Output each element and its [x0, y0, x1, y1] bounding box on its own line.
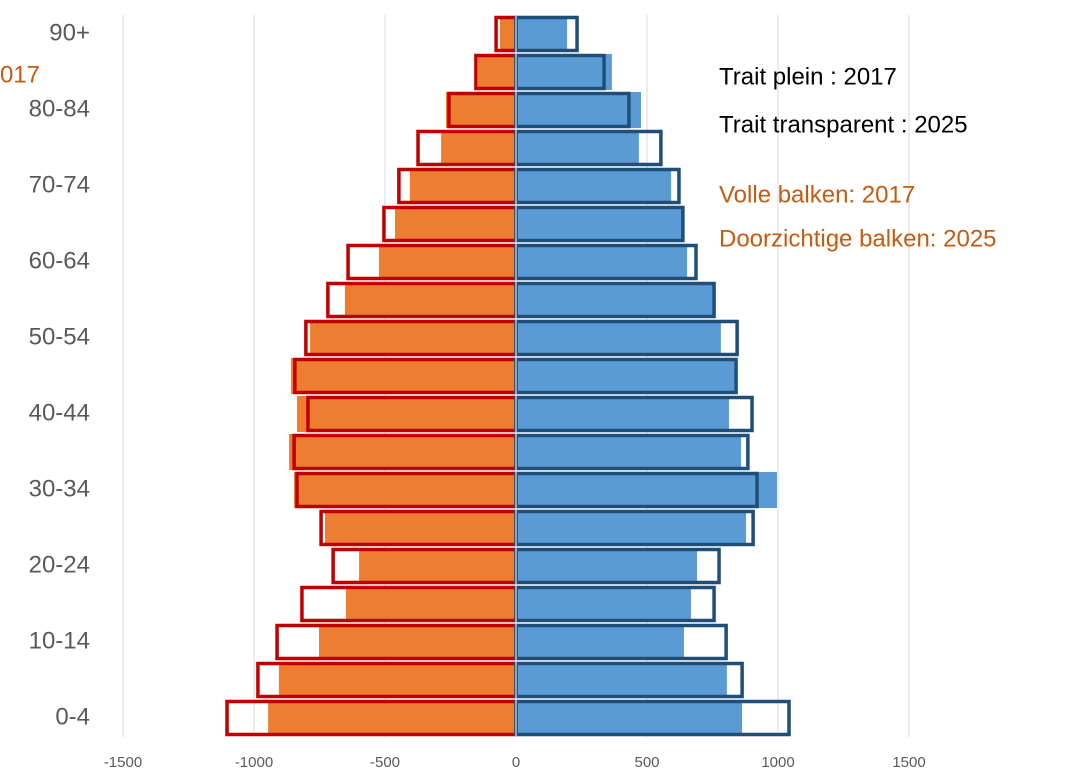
bar [516, 244, 688, 280]
bar [516, 510, 747, 546]
bar [310, 320, 516, 356]
x-tick-label: 1500 [892, 754, 925, 771]
annotation: 017 [0, 61, 40, 88]
y-tick-label: 0-4 [55, 703, 90, 730]
bar [516, 396, 730, 432]
bar [500, 16, 516, 52]
bar [516, 358, 736, 394]
bar [409, 168, 516, 204]
annotation: Doorzichtige balken: 2025 [719, 225, 997, 252]
bar [394, 206, 516, 242]
bar [516, 320, 721, 356]
y-tick-label: 50-54 [29, 323, 90, 350]
y-tick-label: 70-74 [29, 171, 90, 198]
bar [516, 548, 698, 584]
bar [516, 282, 714, 318]
y-tick-label: 30-34 [29, 475, 90, 502]
annotation: Volle balken: 2017 [719, 181, 915, 208]
bar [268, 700, 516, 736]
x-tick-label: -1000 [235, 754, 273, 771]
annotation: Trait plein : 2017 [719, 63, 897, 90]
bar [516, 92, 641, 128]
annotation: Trait transparent : 2025 [719, 111, 968, 138]
bar [516, 168, 672, 204]
x-tick-label: 500 [634, 754, 659, 771]
bar [516, 434, 742, 470]
bar [344, 282, 516, 318]
bar [516, 700, 743, 736]
x-tick-label: -1500 [104, 754, 142, 771]
bar [318, 624, 516, 660]
bar [516, 130, 639, 166]
bar [516, 206, 683, 242]
bar [296, 396, 516, 432]
x-tick-label: 0 [512, 754, 520, 771]
bar [446, 92, 516, 128]
bar [359, 548, 516, 584]
bar [378, 244, 516, 280]
bar [294, 472, 516, 508]
y-tick-label: 90+ [49, 19, 90, 46]
bar [516, 472, 777, 508]
x-tick-label: 1000 [761, 754, 794, 771]
y-tick-label: 40-44 [29, 399, 90, 426]
bar [478, 54, 516, 90]
y-tick-label: 60-64 [29, 247, 90, 274]
bar [516, 624, 684, 660]
bar [345, 586, 516, 622]
x-tick-label: -500 [370, 754, 400, 771]
y-tick-label: 80-84 [29, 95, 90, 122]
bar [289, 434, 516, 470]
bar [325, 510, 516, 546]
bar [290, 358, 516, 394]
bar [516, 586, 692, 622]
bar [516, 54, 612, 90]
bar [278, 662, 516, 698]
y-tick-label: 10-14 [29, 627, 90, 654]
y-tick-label: 20-24 [29, 551, 90, 578]
bar [516, 662, 727, 698]
bar [516, 16, 568, 52]
bar [441, 130, 516, 166]
